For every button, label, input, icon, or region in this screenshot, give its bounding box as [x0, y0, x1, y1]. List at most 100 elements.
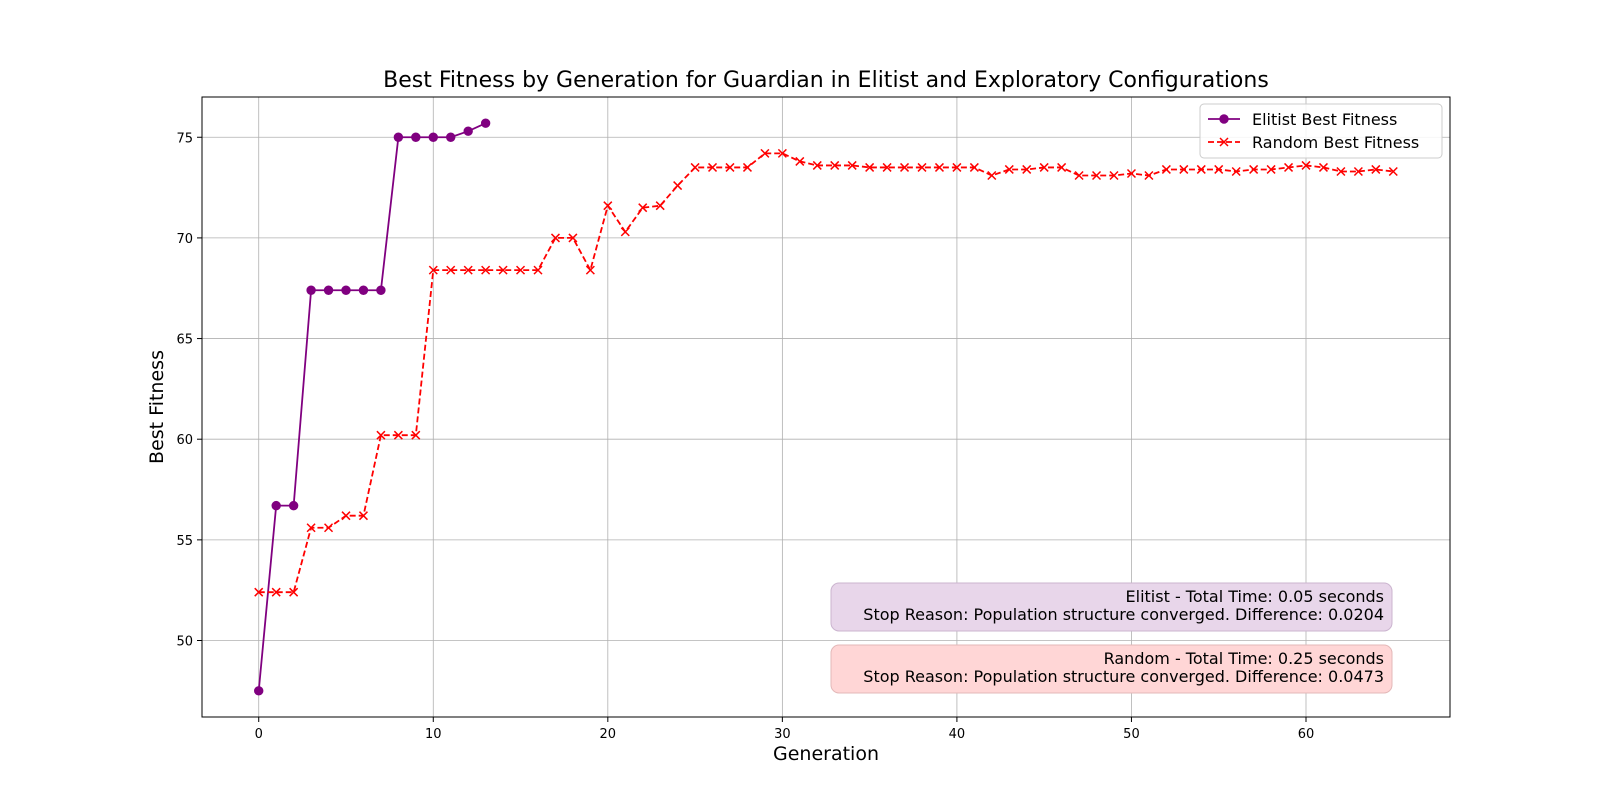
data-point	[1249, 164, 1259, 174]
data-point	[708, 162, 718, 172]
chart-title: Best Fitness by Generation for Guardian …	[383, 68, 1269, 93]
data-point	[1353, 166, 1363, 177]
legend-box	[1199, 103, 1443, 159]
data-point	[900, 162, 910, 172]
annotation-line: Elitist - Total Time: 0.05 seconds	[1126, 587, 1384, 606]
data-point	[533, 265, 543, 275]
legend-label: Elitist Best Fitness	[1252, 110, 1397, 129]
data-point	[655, 201, 665, 211]
data-point	[376, 285, 386, 295]
data-point	[1144, 170, 1154, 181]
data-point	[289, 587, 299, 597]
x-tick-label: 0	[255, 727, 263, 742]
data-point	[516, 265, 526, 275]
x-axis-title: Generation	[773, 743, 879, 765]
series-line	[257, 122, 487, 691]
data-point	[1161, 164, 1171, 174]
data-point	[428, 265, 438, 275]
data-point	[411, 132, 421, 142]
data-point	[1284, 162, 1294, 172]
data-point	[393, 132, 404, 142]
data-point	[1266, 164, 1276, 174]
data-point	[1057, 162, 1067, 172]
data-point	[777, 148, 787, 158]
data-point	[760, 148, 770, 158]
data-point	[1179, 164, 1189, 174]
annotation-line: Random - Total Time: 0.25 seconds	[1104, 649, 1384, 668]
data-point	[271, 587, 281, 597]
y-tick-label: 55	[176, 534, 193, 549]
series-random	[254, 148, 1398, 597]
data-point	[463, 126, 473, 136]
data-point	[725, 162, 735, 172]
data-point	[254, 587, 264, 597]
data-point	[498, 265, 508, 275]
data-point	[847, 160, 857, 170]
data-point	[690, 162, 700, 172]
y-tick-label: 50	[176, 635, 193, 650]
data-point	[1336, 166, 1346, 177]
x-tick-label: 30	[774, 727, 791, 742]
data-point	[603, 201, 613, 211]
data-point	[1039, 162, 1049, 172]
data-point	[341, 511, 351, 521]
data-point	[812, 160, 822, 170]
data-point	[969, 162, 979, 172]
series-layer	[254, 118, 1398, 696]
data-point	[1074, 170, 1084, 181]
data-point	[376, 430, 386, 440]
series-elitist	[254, 118, 491, 696]
data-point	[288, 500, 299, 511]
data-point	[620, 227, 630, 237]
data-point	[742, 162, 752, 172]
data-point	[1022, 164, 1032, 174]
annotation-box	[830, 582, 1393, 632]
data-point	[463, 265, 473, 275]
data-point	[1388, 166, 1398, 177]
data-point	[411, 430, 421, 440]
data-point	[585, 265, 595, 275]
annotation-box	[830, 644, 1393, 694]
data-point	[865, 162, 875, 172]
legend: Elitist Best Fitness Random Best Fitness	[1199, 103, 1443, 159]
data-point	[568, 233, 578, 243]
legend-label: Random Best Fitness	[1252, 133, 1419, 152]
data-point	[254, 686, 264, 696]
data-point	[795, 156, 805, 166]
data-point	[1301, 160, 1311, 170]
data-point	[341, 285, 351, 295]
x-tick-label: 40	[949, 727, 966, 742]
data-point	[934, 162, 944, 172]
series-line	[258, 152, 1394, 594]
data-point	[1004, 164, 1014, 174]
data-point	[306, 523, 316, 533]
legend-entry: Random Best Fitness	[1208, 133, 1419, 152]
data-point	[1109, 170, 1119, 181]
y-tick-label: 70	[176, 232, 193, 247]
data-point	[480, 118, 491, 128]
data-point	[306, 285, 316, 295]
data-point	[987, 170, 997, 181]
annotation-line: Stop Reason: Population structure conver…	[863, 605, 1384, 624]
y-tick-label: 75	[176, 131, 193, 146]
data-point	[673, 181, 683, 191]
annotation-line: Stop Reason: Population structure conver…	[863, 667, 1384, 686]
data-point	[393, 430, 403, 440]
data-point	[1231, 166, 1241, 177]
data-point	[446, 265, 456, 275]
data-point	[1371, 164, 1381, 174]
legend-marker	[1219, 114, 1229, 124]
data-point	[882, 162, 892, 172]
x-tick-label: 20	[600, 727, 617, 742]
data-point	[1196, 164, 1206, 174]
data-point	[550, 233, 560, 243]
data-point	[1126, 168, 1136, 179]
axis-ticks: 0 10 20 30 40 50 60 50 55 60 65 70 75	[176, 131, 1314, 742]
x-tick-label: 60	[1298, 727, 1315, 742]
plot-frame	[201, 96, 1451, 718]
x-tick-label: 50	[1123, 727, 1140, 742]
data-point	[271, 500, 281, 511]
